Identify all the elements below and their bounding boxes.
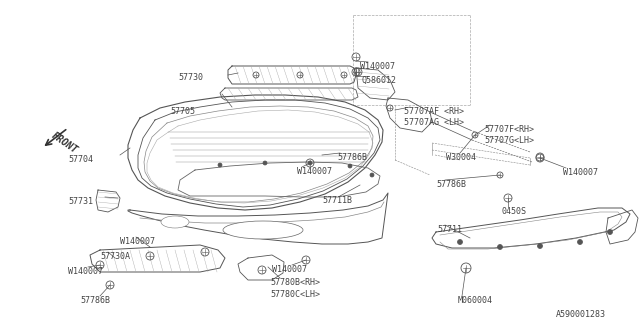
Text: 57786B: 57786B	[337, 153, 367, 162]
Circle shape	[497, 244, 502, 250]
Circle shape	[348, 164, 352, 168]
Text: 57731: 57731	[68, 197, 93, 206]
Text: 57786B: 57786B	[436, 180, 466, 189]
Text: 57786B: 57786B	[80, 296, 110, 305]
Text: FRONT: FRONT	[50, 130, 80, 155]
Circle shape	[308, 161, 312, 165]
Circle shape	[538, 244, 543, 249]
Text: 57707AF <RH>: 57707AF <RH>	[404, 107, 464, 116]
Text: 57730A: 57730A	[100, 252, 130, 261]
Circle shape	[577, 239, 582, 244]
Text: 57707AG <LH>: 57707AG <LH>	[404, 118, 464, 127]
Text: 57730: 57730	[178, 73, 203, 82]
Text: W140007: W140007	[120, 237, 155, 246]
Circle shape	[263, 161, 267, 165]
Text: 0450S: 0450S	[501, 207, 526, 216]
Text: W140007: W140007	[297, 167, 332, 176]
Text: 57707G<LH>: 57707G<LH>	[484, 136, 534, 145]
Text: M060004: M060004	[458, 296, 493, 305]
Text: W140007: W140007	[563, 168, 598, 177]
Text: 57711B: 57711B	[322, 196, 352, 205]
Text: 57780C<LH>: 57780C<LH>	[270, 290, 320, 299]
Circle shape	[218, 163, 222, 167]
Text: 57780B<RH>: 57780B<RH>	[270, 278, 320, 287]
Circle shape	[370, 173, 374, 177]
Text: 57707F<RH>: 57707F<RH>	[484, 125, 534, 134]
Text: W140007: W140007	[360, 62, 395, 71]
Ellipse shape	[223, 221, 303, 239]
Text: A590001283: A590001283	[556, 310, 606, 319]
Circle shape	[607, 229, 612, 235]
Text: 57704: 57704	[68, 155, 93, 164]
Text: Q586012: Q586012	[362, 76, 397, 85]
Ellipse shape	[161, 216, 189, 228]
Text: 57705: 57705	[170, 107, 195, 116]
Text: W140007: W140007	[272, 265, 307, 274]
Circle shape	[458, 239, 463, 244]
Text: W30004: W30004	[446, 153, 476, 162]
Text: 57711: 57711	[437, 225, 462, 234]
Text: W140007: W140007	[68, 267, 103, 276]
